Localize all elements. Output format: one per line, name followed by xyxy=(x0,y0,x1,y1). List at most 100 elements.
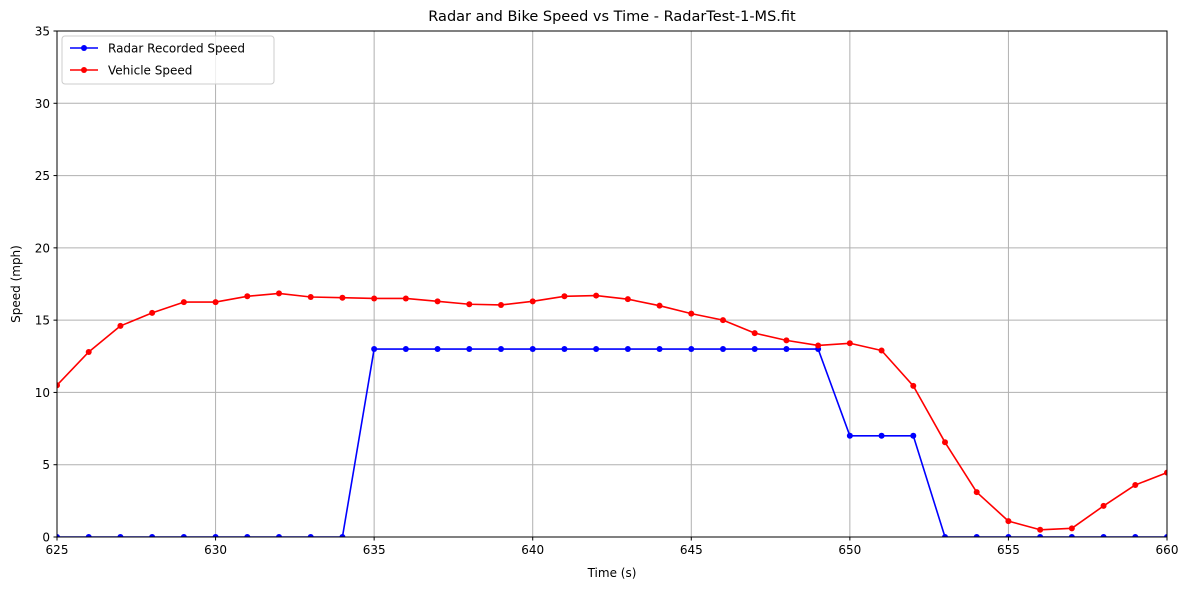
data-point xyxy=(561,346,568,353)
y-tick-label: 25 xyxy=(35,169,50,183)
data-point xyxy=(656,302,663,309)
y-tick-label: 30 xyxy=(35,97,50,111)
data-point xyxy=(529,298,536,305)
x-tick-label: 660 xyxy=(1156,543,1179,557)
data-point xyxy=(656,346,663,353)
data-point xyxy=(276,290,282,297)
data-point xyxy=(85,348,92,355)
data-point xyxy=(624,346,631,353)
data-point xyxy=(307,294,314,301)
data-point xyxy=(180,534,187,537)
legend-item: Radar Recorded Speed xyxy=(70,42,245,56)
y-tick-label: 15 xyxy=(35,314,50,328)
data-point xyxy=(688,346,695,353)
data-point xyxy=(910,382,917,389)
data-point xyxy=(1164,534,1167,537)
data-point xyxy=(688,310,695,317)
data-point xyxy=(878,432,885,439)
data-point xyxy=(402,346,409,353)
data-point xyxy=(466,301,473,308)
data-point xyxy=(498,346,504,353)
data-point xyxy=(244,293,251,300)
data-point xyxy=(339,294,346,301)
data-point xyxy=(117,534,124,537)
legend-marker xyxy=(81,67,87,73)
data-point xyxy=(529,346,536,353)
y-axis-label: Speed (mph) xyxy=(9,245,23,323)
data-point xyxy=(371,346,378,353)
data-point xyxy=(434,298,441,305)
data-point xyxy=(498,301,504,308)
data-point xyxy=(593,346,600,353)
x-tick-label: 655 xyxy=(997,543,1020,557)
data-point xyxy=(339,534,346,537)
data-point xyxy=(1100,502,1107,509)
data-point xyxy=(1164,469,1167,476)
series-line xyxy=(57,292,1167,531)
data-point xyxy=(783,337,790,344)
y-tick-label: 35 xyxy=(35,25,50,39)
data-point xyxy=(815,342,822,349)
y-tick-label: 0 xyxy=(42,531,50,545)
data-point xyxy=(593,292,600,299)
data-point xyxy=(878,347,885,354)
data-point xyxy=(1037,534,1044,537)
data-point xyxy=(149,309,156,316)
data-point xyxy=(783,346,790,353)
y-tick-label: 20 xyxy=(35,241,50,255)
plot-frame xyxy=(56,30,1168,538)
data-point xyxy=(1132,481,1139,488)
data-point xyxy=(973,489,980,496)
chart-title: Radar and Bike Speed vs Time - RadarTest… xyxy=(428,9,796,25)
data-point xyxy=(1068,534,1075,537)
series-layer xyxy=(57,290,1167,537)
series-1 xyxy=(57,290,1167,533)
data-point xyxy=(942,534,948,537)
legend: Radar Recorded Speed Vehicle Speed xyxy=(61,35,275,85)
data-point xyxy=(846,432,853,439)
x-tick-label: 635 xyxy=(363,543,386,557)
legend-label: Vehicle Speed xyxy=(108,64,192,78)
data-point xyxy=(57,382,60,389)
data-point xyxy=(466,346,473,353)
data-point xyxy=(624,296,631,303)
x-tick-label: 625 xyxy=(46,543,69,557)
data-point xyxy=(244,534,251,537)
data-point xyxy=(149,534,156,537)
data-point xyxy=(307,534,314,537)
data-point xyxy=(371,295,378,302)
legend-marker xyxy=(81,45,87,51)
series-line xyxy=(57,348,1167,537)
data-point xyxy=(973,534,980,537)
legend-box xyxy=(61,35,275,85)
data-point xyxy=(846,340,853,347)
data-point xyxy=(720,317,726,324)
data-point xyxy=(751,346,758,353)
data-point xyxy=(212,534,219,537)
data-point xyxy=(180,299,187,306)
x-tick-label: 650 xyxy=(838,543,861,557)
series-0 xyxy=(57,346,1167,537)
data-point xyxy=(212,299,219,306)
data-point xyxy=(85,534,92,537)
data-point xyxy=(1037,526,1044,533)
data-point xyxy=(434,346,441,353)
data-point xyxy=(1100,534,1107,537)
y-tick-label: 5 xyxy=(42,458,50,472)
data-point xyxy=(751,330,758,337)
data-point xyxy=(117,322,124,329)
x-tick-label: 630 xyxy=(204,543,227,557)
x-tick-label: 645 xyxy=(680,543,703,557)
data-point xyxy=(1132,534,1139,537)
axis-ticks: 625 630 635 640 645 650 655 660 0 5 10 15 20 25 30 35 xyxy=(35,25,1179,558)
data-point xyxy=(1005,518,1012,525)
data-point xyxy=(720,346,726,353)
data-point xyxy=(1005,534,1012,537)
data-point xyxy=(942,439,948,446)
legend-label: Radar Recorded Speed xyxy=(108,42,245,56)
data-point xyxy=(561,293,568,300)
x-axis-label: Time (s) xyxy=(587,566,637,580)
data-point xyxy=(402,295,409,302)
data-point xyxy=(910,432,917,439)
